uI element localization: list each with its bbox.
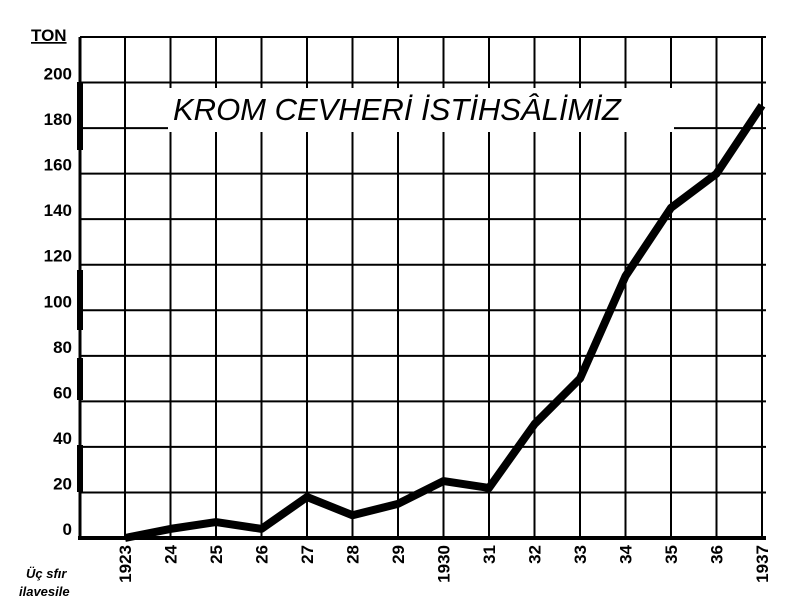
y-tick-label: 80	[53, 338, 72, 357]
data-point	[124, 537, 126, 539]
y-tick-label: 100	[44, 292, 72, 311]
footnote-line-2: ilavesile	[19, 584, 70, 599]
data-point	[169, 527, 172, 530]
data-point	[533, 423, 536, 426]
footnote-line-1: Üç sfır	[26, 566, 67, 581]
x-tick-label: 1937	[753, 545, 772, 583]
x-tick-label: 29	[389, 545, 408, 564]
y-axis-ticks: 0 20 40 60 80 100 120 140 160 180 200	[44, 65, 72, 539]
chart-title: KROM CEVHERİ İSTİHSÂLİMİZ	[173, 92, 622, 127]
data-point	[306, 496, 308, 499]
data-point	[488, 486, 490, 489]
y-axis-unit: TON	[31, 26, 67, 45]
data-point	[215, 521, 217, 524]
x-tick-label: 25	[207, 545, 226, 564]
y-tick-label: 180	[44, 110, 72, 129]
data-point	[624, 275, 627, 278]
y-tick-label: 40	[53, 429, 72, 448]
y-tick-label: 120	[44, 247, 72, 266]
y-tick-label: 60	[53, 383, 72, 402]
y-tick-label: 140	[44, 201, 72, 220]
data-point	[715, 172, 718, 175]
x-tick-label: 34	[617, 544, 636, 563]
x-tick-label: 32	[526, 545, 545, 564]
y-tick-label: 200	[44, 65, 72, 84]
x-tick-label: 26	[253, 545, 272, 564]
x-tick-label: 27	[298, 545, 317, 564]
data-point	[397, 502, 399, 505]
x-tick-label: 33	[571, 545, 590, 564]
series-layer	[124, 103, 766, 542]
data-point	[579, 377, 581, 380]
title-backdrop	[168, 88, 674, 132]
x-tick-label: 1930	[435, 545, 454, 583]
y-tick-label: 20	[53, 474, 72, 493]
x-tick-label: 35	[662, 545, 681, 564]
data-point	[260, 527, 263, 530]
data-point	[761, 104, 763, 107]
data-point	[351, 514, 354, 517]
x-axis-ticks: 1923 24 25 26 27 28 29 1930 31 32 33 34 35 36 1937	[116, 544, 772, 582]
data-point	[670, 206, 672, 209]
x-tick-label: 1923	[116, 545, 135, 583]
x-tick-label: 24	[162, 544, 181, 563]
x-tick-label: 31	[480, 545, 499, 564]
x-tick-label: 36	[708, 545, 727, 564]
y-tick-label: 160	[44, 156, 72, 175]
data-point	[442, 480, 445, 483]
x-tick-label: 28	[344, 545, 363, 564]
y-tick-label: 0	[63, 520, 72, 539]
